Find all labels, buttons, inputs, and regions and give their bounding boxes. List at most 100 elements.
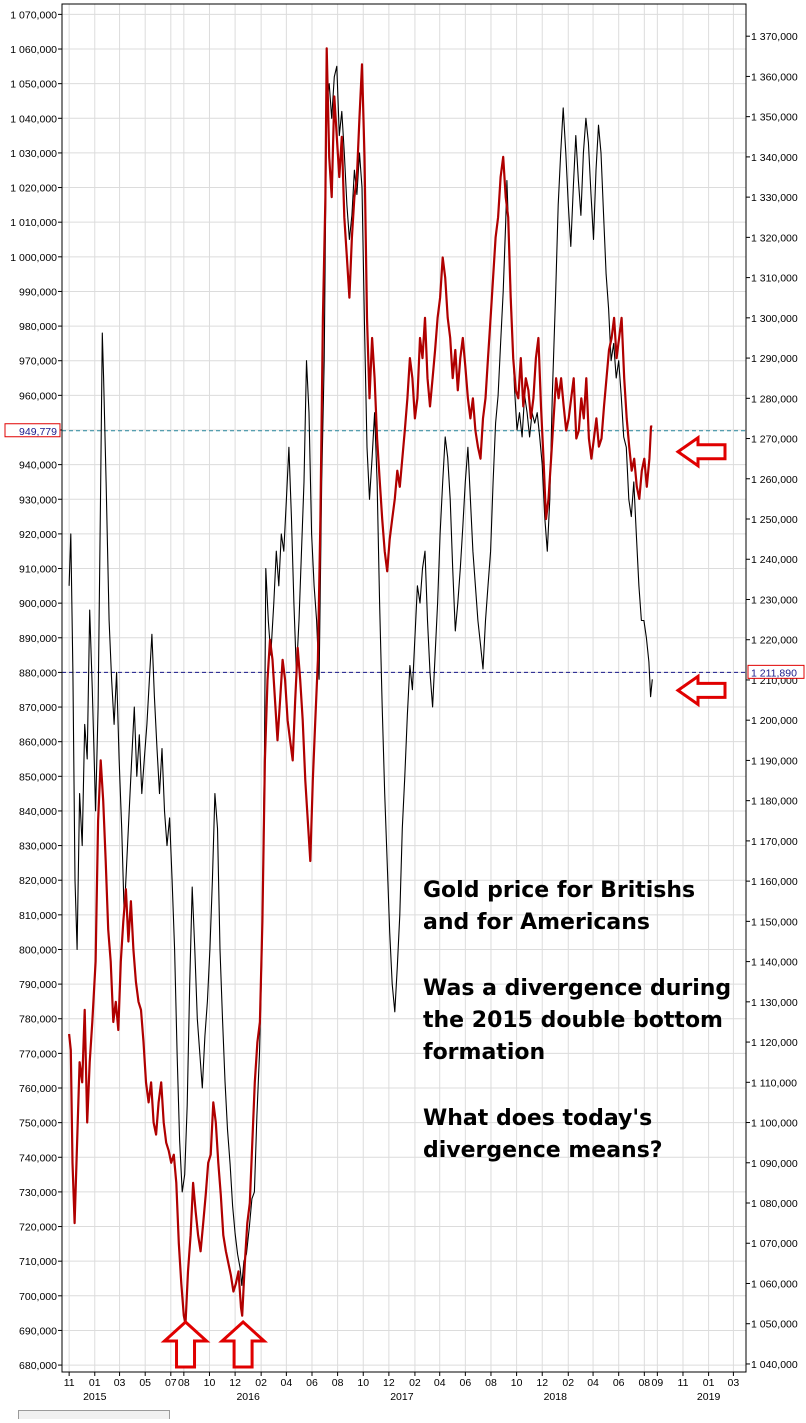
x-tick-label: 08 xyxy=(485,1377,497,1389)
left-tick-label: 880,000 xyxy=(19,667,57,679)
bottom-tab-stub[interactable] xyxy=(18,1410,170,1419)
left-tick-label: 970,000 xyxy=(19,356,57,368)
left-tick-label: 1 010,000 xyxy=(10,217,57,229)
reference-lines xyxy=(62,430,746,673)
x-tick-label: 10 xyxy=(204,1377,216,1389)
left-tick-label: 850,000 xyxy=(19,771,57,783)
left-tick-label: 1 020,000 xyxy=(10,183,57,195)
x-year-label: 2018 xyxy=(544,1391,568,1403)
arrow-left-icon xyxy=(675,434,727,469)
x-year-label: 2016 xyxy=(236,1391,260,1403)
right-tick-label: 1 260,000 xyxy=(751,474,798,486)
x-tick-label: 03 xyxy=(728,1377,740,1389)
x-tick-label: 01 xyxy=(89,1377,101,1389)
left-tick-label: 1 040,000 xyxy=(10,113,57,125)
arrow-up-icon xyxy=(218,1319,268,1369)
x-year-label: 2015 xyxy=(83,1391,107,1403)
left-tick-label: 780,000 xyxy=(19,1014,57,1026)
right-tick-label: 1 050,000 xyxy=(751,1319,798,1331)
x-tick-label: 04 xyxy=(434,1377,446,1389)
x-tick-label: 11 xyxy=(64,1377,75,1389)
arrow-markers xyxy=(160,434,727,1369)
left-tick-label: 990,000 xyxy=(19,286,57,298)
left-tick-label: 810,000 xyxy=(19,910,57,922)
x-tick-label: 03 xyxy=(114,1377,126,1389)
right-tick-label: 1 120,000 xyxy=(751,1037,798,1049)
right-current-value-box xyxy=(747,664,805,679)
x-tick-label: 05 xyxy=(139,1377,151,1389)
right-tick-label: 1 190,000 xyxy=(751,755,798,767)
left-axis: 680,000 690,000 700,000 710,000 720,000 730,0… xyxy=(4,9,62,1372)
left-tick-label: 830,000 xyxy=(19,841,57,853)
x-tick-label: 08 xyxy=(332,1377,344,1389)
x-tick-label: 08 xyxy=(638,1377,650,1389)
left-tick-label: 730,000 xyxy=(19,1187,57,1199)
left-tick-label: 680,000 xyxy=(19,1360,57,1372)
left-tick-label: 1 030,000 xyxy=(10,148,57,160)
right-tick-label: 1 200,000 xyxy=(751,715,798,727)
left-tick-label: 890,000 xyxy=(19,633,57,645)
left-tick-label: 870,000 xyxy=(19,702,57,714)
left-tick-label: 800,000 xyxy=(19,944,57,956)
arrow-left-icon xyxy=(675,673,727,708)
right-tick-label: 1 310,000 xyxy=(751,273,798,285)
right-tick-label: 1 350,000 xyxy=(751,112,798,124)
right-tick-label: 1 150,000 xyxy=(751,916,798,928)
right-tick-label: 1 360,000 xyxy=(751,71,798,83)
right-tick-label: 1 250,000 xyxy=(751,514,798,526)
left-tick-label: 1 060,000 xyxy=(10,44,57,56)
x-tick-label: 09 xyxy=(652,1377,664,1389)
left-tick-label: 1 070,000 xyxy=(10,9,57,21)
right-tick-label: 1 340,000 xyxy=(751,152,798,164)
right-tick-label: 1 040,000 xyxy=(751,1359,798,1371)
left-tick-label: 740,000 xyxy=(19,1152,57,1164)
right-tick-label: 1 080,000 xyxy=(751,1198,798,1210)
x-tick-label: 10 xyxy=(357,1377,369,1389)
left-tick-label: 1 000,000 xyxy=(10,252,57,264)
right-tick-label: 1 230,000 xyxy=(751,594,798,606)
right-tick-label: 1 060,000 xyxy=(751,1278,798,1290)
x-tick-label: 04 xyxy=(587,1377,599,1389)
x-tick-label: 04 xyxy=(281,1377,293,1389)
left-tick-label: 770,000 xyxy=(19,1048,57,1060)
right-tick-label: 1 110,000 xyxy=(751,1077,797,1089)
left-tick-label: 1 050,000 xyxy=(10,79,57,91)
price-series xyxy=(68,47,653,1325)
left-current-value-label: 949,779 xyxy=(19,426,57,438)
left-tick-label: 980,000 xyxy=(19,321,57,333)
right-tick-label: 1 180,000 xyxy=(751,796,798,808)
right-tick-label: 1 090,000 xyxy=(751,1158,798,1170)
left-tick-label: 720,000 xyxy=(19,1222,57,1234)
x-tick-label: 12 xyxy=(229,1377,241,1389)
x-year-label: 2017 xyxy=(390,1391,414,1403)
right-tick-label: 1 240,000 xyxy=(751,554,798,566)
x-tick-label: 10 xyxy=(511,1377,523,1389)
left-tick-label: 710,000 xyxy=(19,1256,57,1268)
left-tick-label: 700,000 xyxy=(19,1291,57,1303)
left-tick-label: 750,000 xyxy=(19,1118,57,1130)
arrow-up-icon xyxy=(160,1319,211,1369)
series-line-right-axis xyxy=(68,47,653,1325)
right-tick-label: 1 170,000 xyxy=(751,836,798,848)
x-tick-label: 06 xyxy=(459,1377,471,1389)
left-tick-label: 790,000 xyxy=(19,979,57,991)
x-year-label: 2019 xyxy=(697,1391,721,1403)
right-tick-label: 1 280,000 xyxy=(751,393,798,405)
x-tick-label: 12 xyxy=(536,1377,548,1389)
right-tick-label: 1 270,000 xyxy=(751,434,798,446)
right-tick-label: 1 220,000 xyxy=(751,635,798,647)
left-tick-label: 940,000 xyxy=(19,460,57,472)
x-tick-label: 02 xyxy=(255,1377,267,1389)
left-tick-label: 690,000 xyxy=(19,1325,57,1337)
left-tick-label: 930,000 xyxy=(19,494,57,506)
left-tick-label: 960,000 xyxy=(19,390,57,402)
right-tick-label: 1 300,000 xyxy=(751,313,798,325)
x-tick-label: 12 xyxy=(383,1377,395,1389)
plot-frame-rect xyxy=(61,3,747,1373)
right-tick-label: 1 370,000 xyxy=(751,31,798,43)
x-tick-label: 11 xyxy=(678,1377,689,1389)
right-tick-label: 1 070,000 xyxy=(751,1238,798,1250)
annotation-line-2: Was a divergence during the 2015 double … xyxy=(423,976,732,1065)
left-tick-label: 910,000 xyxy=(19,564,57,576)
